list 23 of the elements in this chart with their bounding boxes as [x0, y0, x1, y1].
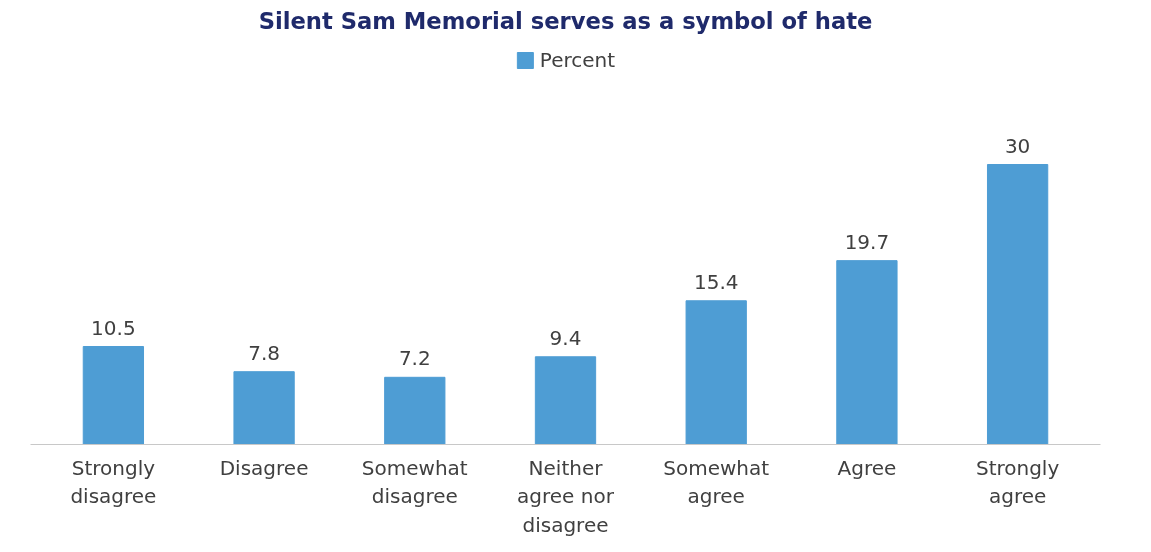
data-label: 30: [1004, 133, 1031, 158]
x-tick-label: Somewhat agree: [663, 455, 770, 509]
x-tick-label: Agree: [837, 455, 897, 480]
data-label: 15.4: [693, 269, 739, 294]
bar: [82, 346, 145, 445]
x-tick-label: Strongly disagree: [70, 455, 157, 509]
data-label: 9.4: [549, 325, 582, 350]
chart-title: Silent Sam Memorial serves as a symbol of hate: [258, 7, 873, 34]
data-label: 7.2: [398, 346, 431, 371]
x-tick-label: Disagree: [219, 455, 309, 480]
data-label: 10.5: [91, 315, 136, 340]
data-label: 7.8: [248, 340, 280, 365]
x-tick-label: Strongly agree: [975, 455, 1060, 509]
bar: [384, 376, 446, 445]
bar: [233, 371, 295, 445]
x-tick-label: Somewhat disagree: [361, 455, 468, 509]
bar: [986, 164, 1049, 445]
data-label: 19.7: [844, 229, 890, 254]
legend-label: Percent: [539, 48, 616, 72]
bar: [534, 356, 597, 445]
bar: [836, 260, 898, 445]
bar: [685, 300, 747, 445]
x-tick-label: Neither agree nor disagree: [517, 455, 615, 538]
